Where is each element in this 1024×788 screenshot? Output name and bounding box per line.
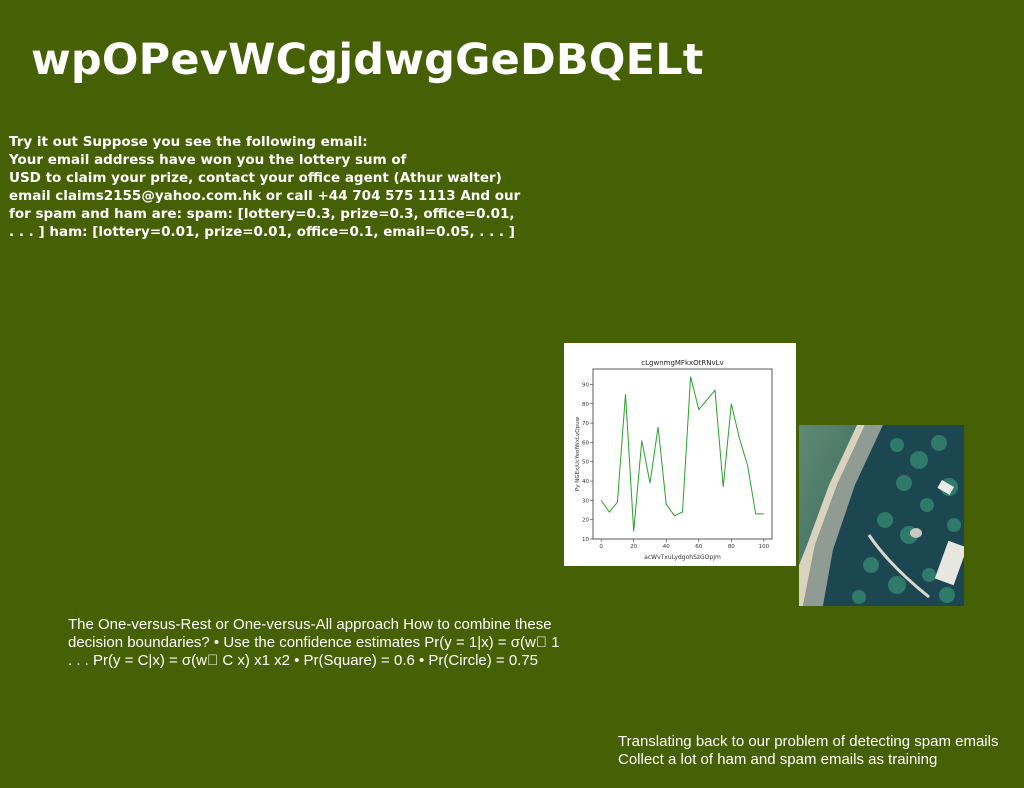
y-tick-label: 20	[582, 518, 589, 524]
line-chart-svg: cLgwnmgMFkxOtRNvLv 0 20 40 60 80 100 10 20 30 40 50…	[575, 359, 773, 561]
text-line: The One-versus-Rest or One-versus-All ap…	[68, 616, 552, 633]
text-line: Your email address have won you the lott…	[9, 152, 407, 168]
text-line: Collect a lot of ham and spam emails as …	[618, 751, 938, 768]
aerial-photo	[799, 425, 964, 606]
x-tick-label: 60	[695, 544, 702, 550]
text-line: . . . Pr(y = C|x) = σ(w  C x) x1 x2 • Pr…	[68, 652, 539, 669]
text-line: decision boundaries? • Use the confidenc…	[68, 634, 560, 651]
chart-title: cLgwnmgMFkxOtRNvLv	[641, 359, 723, 367]
spam-training-text: Translating back to our problem of detec…	[618, 733, 1024, 769]
y-tick-label: 80	[582, 402, 589, 408]
text-line: Try it out Suppose you see the following…	[9, 134, 368, 150]
x-tick-label: 20	[630, 544, 637, 550]
y-tick-label: 40	[582, 479, 589, 485]
text-line: . . . ] ham: [lottery=0.01, prize=0.01, …	[9, 224, 515, 240]
y-tick-label: 50	[582, 460, 589, 466]
text-line: USD to claim your prize, contact your of…	[9, 170, 502, 186]
text-line: Translating back to our problem of detec…	[618, 733, 999, 750]
y-tick-label: 70	[582, 421, 589, 427]
line-chart: cLgwnmgMFkxOtRNvLv 0 20 40 60 80 100 10 20 30 40 50…	[564, 343, 796, 566]
series-line	[600, 376, 764, 532]
x-tick-label: 100	[759, 544, 770, 550]
y-tick-label: 90	[582, 382, 589, 388]
page-title: wpOPevWCgjdwgGeDBQELt	[31, 35, 704, 85]
x-tick-label: 0	[599, 544, 603, 550]
ovr-approach-text: The One-versus-Rest or One-versus-All ap…	[68, 616, 608, 670]
y-tick-label: 60	[582, 440, 589, 446]
x-tick-label: 40	[663, 544, 670, 550]
x-axis-label: acWvTxuLydgohSzGOpJm	[644, 554, 721, 561]
plot-frame	[592, 368, 773, 540]
text-line: email claims2155@yahoo.com.hk or call +4…	[9, 188, 521, 204]
email-example-text: Try it out Suppose you see the following…	[9, 133, 569, 241]
y-tick-label: 30	[582, 498, 589, 504]
x-tick-label: 80	[728, 544, 735, 550]
y-tick-label: 10	[582, 537, 589, 543]
y-axis-label: Py NGExjUcYeofWxLvQpuw	[575, 416, 581, 491]
text-line: for spam and ham are: spam: [lottery=0.3…	[9, 206, 515, 222]
aerial-coastline-photo-icon	[799, 425, 964, 606]
